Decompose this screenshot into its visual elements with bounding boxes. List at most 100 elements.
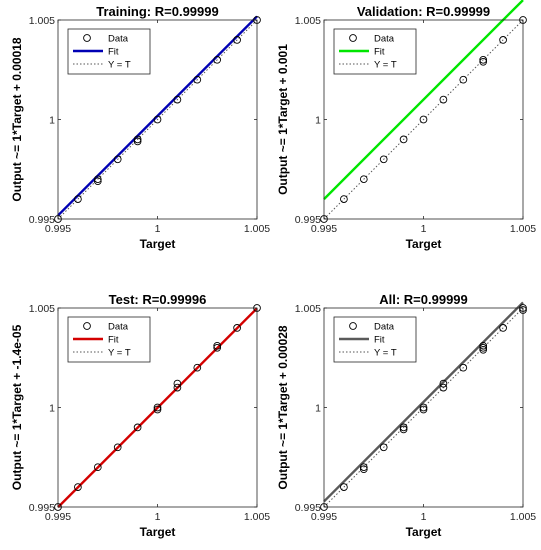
data-point [213,343,222,352]
data-point [74,483,82,491]
identity-line [57,19,258,220]
chart-title: Training: R=0.99999 [96,4,218,19]
data-point [113,443,122,452]
data-point [419,403,428,412]
data-point [93,175,102,184]
panel-training: 0.995 1 1.005 0.995 1 1.005 Training: R=0.9999… [10,4,270,251]
y-tick-label: 0.995 [29,502,55,514]
legend-label-fit: Fit [374,335,385,346]
data-point [379,155,388,164]
chart-title: Test: R=0.99996 [109,292,207,307]
x-tick-label: 1.005 [244,223,270,235]
x-axis-label: Target [140,525,176,539]
x-tick-label: 1 [155,223,161,235]
x-axis-label: Target [406,525,442,539]
data-point [213,55,222,64]
data-point [173,383,182,392]
data-point [213,341,222,350]
data-point [133,135,142,144]
data-point [93,177,102,186]
x-tick-label: 0.995 [45,511,71,523]
y-tick-label: 0.995 [295,502,321,514]
legend-label-fit: Fit [374,47,385,58]
legend-label-identity: Y = T [374,60,397,71]
x-tick-label: 1 [155,511,161,523]
data-point [399,423,408,432]
legend-data-marker [349,34,357,42]
legend-label-data: Data [108,34,129,45]
data-point [133,137,142,146]
y-tick-label: 0.995 [295,214,321,226]
data-point [359,465,368,474]
legend-data-marker [83,322,91,330]
data-point [479,55,488,64]
data-point [439,379,448,388]
data-point [479,343,488,352]
legend-data-marker [349,322,357,330]
panel-all: 0.995 1 1.005 0.995 1 1.005 All: R=0.99999 Targ… [276,292,536,539]
chart-title: Validation: R=0.99999 [357,4,490,19]
x-tick-label: 0.995 [45,223,71,235]
y-tick-label: 1 [49,403,55,415]
x-tick-label: 0.995 [311,223,337,235]
data-point [499,324,507,332]
fit-line [57,307,258,509]
y-tick-label: 1 [315,115,321,127]
data-point [153,115,162,124]
data-point [359,463,368,472]
data-point [233,36,241,44]
legend: Data Fit Y = T [67,316,151,363]
data-point [499,36,507,44]
legend-label-data: Data [374,322,395,333]
x-tick-label: 1 [421,511,427,523]
data-point [93,463,102,472]
legend-box [333,28,417,75]
identity-line [323,307,524,508]
fit-line [323,301,524,503]
data-point [459,363,468,372]
data-point [153,405,162,414]
y-tick-label: 0.995 [29,214,55,226]
y-tick-label: 1.005 [29,303,55,315]
data-point [173,95,182,104]
data-point [379,443,388,452]
y-axis-label: Output ~= 1*Target + 0.00018 [10,37,24,202]
panel-test: 0.995 1 1.005 0.995 1 1.005 Test: R=0.99996 Tar… [10,292,270,539]
legend-label-identity: Y = T [108,60,131,71]
legend-label-data: Data [374,34,395,45]
data-point [359,175,368,184]
legend-label-fit: Fit [108,47,119,58]
identity-line [323,19,524,220]
legend-label-identity: Y = T [108,348,131,359]
data-point [439,383,448,392]
legend: Data Fit Y = T [333,28,417,75]
y-tick-label: 1.005 [29,15,55,27]
x-tick-label: 1.005 [510,223,536,235]
data-point [340,483,348,491]
y-tick-label: 1.005 [295,15,321,27]
x-tick-label: 1.005 [244,511,270,523]
x-tick-label: 0.995 [311,511,337,523]
data-point [340,195,348,203]
data-point [74,195,82,203]
data-point [173,379,182,388]
y-axis-label: Output ~= 1*Target + 0.001 [276,44,290,195]
data-point [113,155,122,164]
legend: Data Fit Y = T [333,316,417,363]
legend-label-data: Data [108,322,129,333]
x-tick-label: 1.005 [510,511,536,523]
data-point [479,341,488,350]
legend: Data Fit Y = T [67,28,151,75]
data-point [193,75,202,84]
data-point [479,57,488,66]
y-tick-label: 1 [315,403,321,415]
legend-data-marker [83,34,91,42]
data-point [459,75,468,84]
y-tick-label: 1.005 [295,303,321,315]
y-axis-label: Output ~= 1*Target + 0.00028 [276,325,290,490]
fit-line [323,0,524,200]
panel-validation: 0.995 1 1.005 0.995 1 1.005 Validation: R=0.99… [276,0,536,251]
chart-title: All: R=0.99999 [379,292,468,307]
data-point [153,403,162,412]
